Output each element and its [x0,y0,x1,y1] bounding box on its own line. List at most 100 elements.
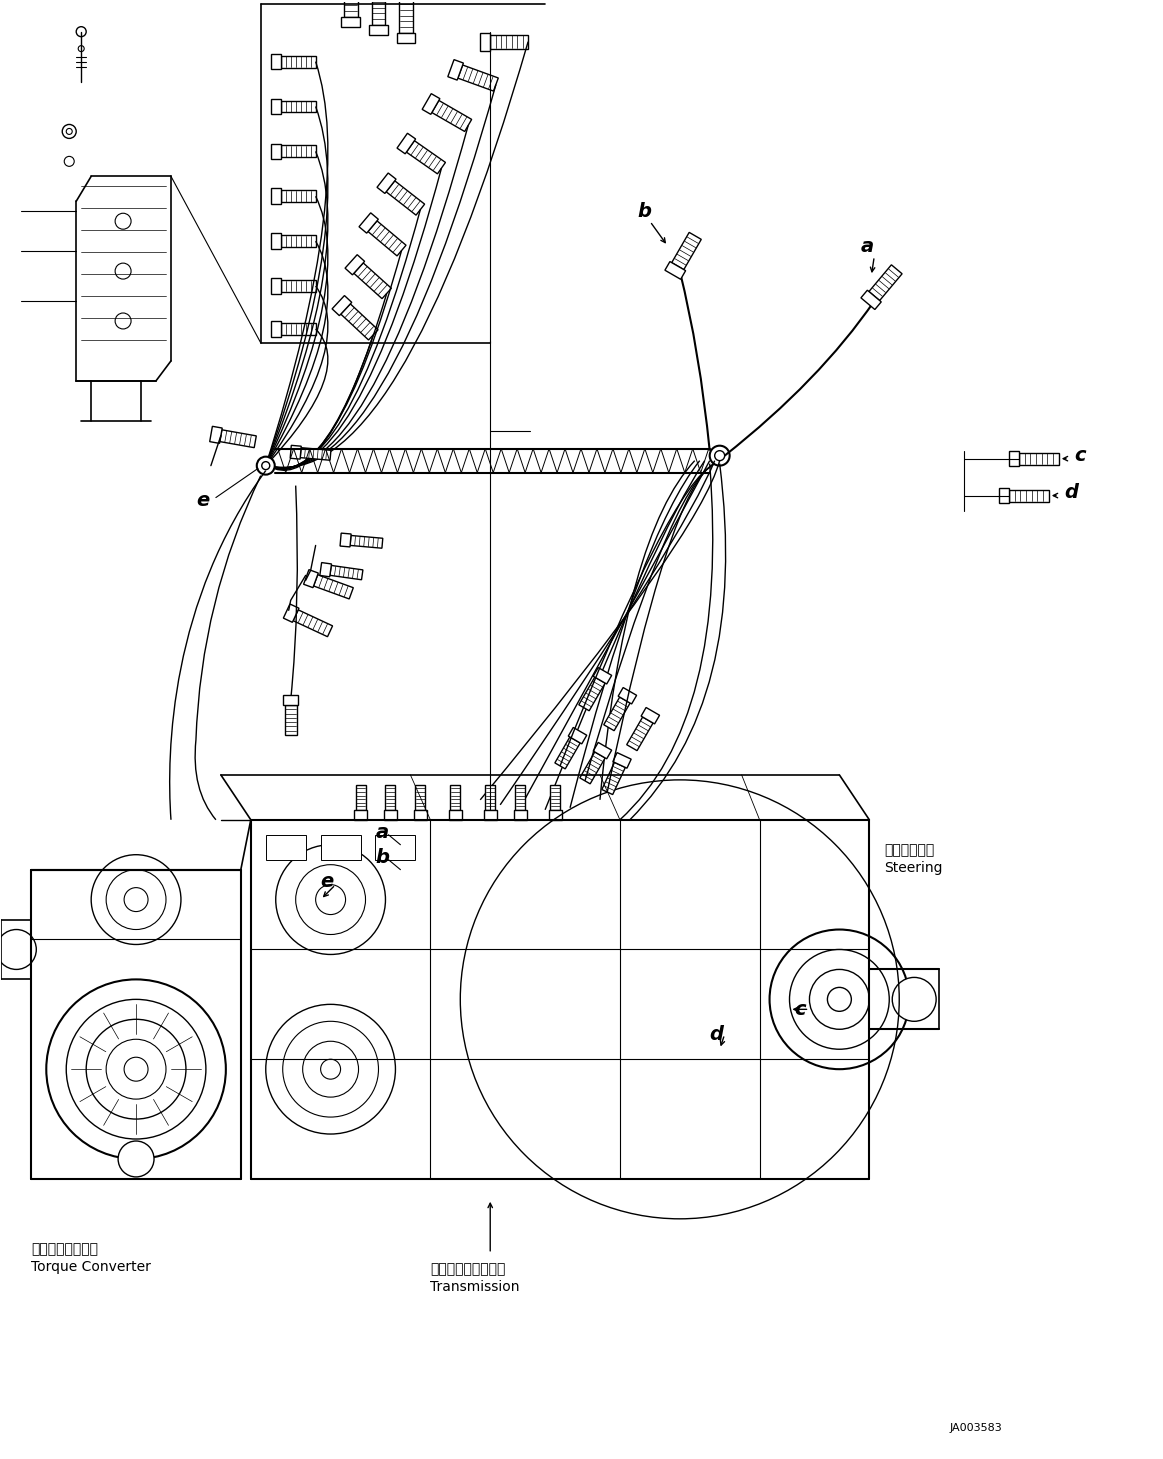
Polygon shape [370,25,387,35]
Circle shape [119,1141,154,1177]
Polygon shape [550,785,561,810]
Bar [321,835,361,859]
Polygon shape [431,101,472,131]
Circle shape [262,461,270,470]
Polygon shape [345,255,365,274]
Polygon shape [342,16,359,26]
Polygon shape [399,0,413,32]
Polygon shape [549,810,562,820]
Polygon shape [1009,451,1019,467]
Polygon shape [484,810,497,820]
Bar [266,835,306,859]
Polygon shape [291,445,301,460]
Text: d: d [1064,483,1078,502]
Polygon shape [665,261,686,279]
Polygon shape [284,604,299,623]
Polygon shape [619,687,636,703]
Polygon shape [280,146,315,158]
Circle shape [115,213,131,229]
Circle shape [321,1059,341,1080]
Polygon shape [280,101,315,112]
Polygon shape [458,66,498,90]
Text: a: a [376,823,388,842]
Circle shape [809,969,869,1029]
Polygon shape [280,190,315,203]
Polygon shape [293,610,333,636]
Polygon shape [450,785,461,810]
Text: トルクコンバータ: トルクコンバータ [31,1242,99,1256]
Circle shape [266,1004,395,1134]
Polygon shape [271,54,280,70]
Polygon shape [314,575,354,600]
Circle shape [66,999,206,1139]
Circle shape [106,1039,166,1099]
Polygon shape [593,668,612,684]
Circle shape [770,929,909,1069]
Circle shape [302,1042,358,1097]
Circle shape [124,1058,148,1081]
Polygon shape [304,569,319,588]
Text: ステアリング: ステアリング [884,843,935,856]
Circle shape [106,870,166,929]
Text: b: b [376,848,390,867]
Polygon shape [422,93,440,114]
Polygon shape [869,264,902,301]
Polygon shape [271,233,280,249]
Polygon shape [449,810,462,820]
Polygon shape [397,133,415,153]
Circle shape [790,950,890,1049]
Polygon shape [283,694,299,705]
Polygon shape [448,60,463,80]
Polygon shape [377,174,397,194]
Circle shape [78,45,84,51]
Polygon shape [601,763,626,795]
Polygon shape [414,810,427,820]
Polygon shape [271,143,280,159]
Circle shape [276,845,385,954]
Text: c: c [1073,446,1085,465]
Polygon shape [514,810,527,820]
Polygon shape [354,263,392,299]
Polygon shape [340,533,351,547]
Circle shape [715,451,725,461]
Text: JA003583: JA003583 [949,1424,1001,1433]
Polygon shape [672,232,701,270]
Polygon shape [320,563,331,576]
Polygon shape [333,296,351,315]
Circle shape [66,128,72,134]
Polygon shape [220,430,256,448]
Circle shape [257,457,274,474]
Polygon shape [515,785,526,810]
Circle shape [64,156,74,166]
Polygon shape [398,32,415,42]
Circle shape [315,884,345,915]
Text: Torque Converter: Torque Converter [31,1259,151,1274]
Polygon shape [359,213,378,233]
Polygon shape [1009,490,1049,502]
Polygon shape [593,743,612,759]
Polygon shape [330,566,363,579]
Polygon shape [350,535,383,549]
Circle shape [47,979,226,1158]
Polygon shape [368,220,406,255]
Polygon shape [406,140,445,174]
Polygon shape [485,785,495,810]
Polygon shape [271,188,280,204]
Polygon shape [271,321,280,337]
Polygon shape [341,303,378,340]
Polygon shape [285,705,297,735]
Circle shape [709,445,729,465]
Polygon shape [280,55,315,67]
Polygon shape [271,99,280,114]
Polygon shape [354,810,368,820]
Text: a: a [861,236,873,255]
Circle shape [91,855,181,944]
Text: Transmission: Transmission [430,1280,520,1294]
Polygon shape [641,708,659,724]
Text: c: c [794,999,806,1018]
Polygon shape [627,716,654,751]
Bar [376,835,415,859]
Polygon shape [491,35,528,48]
Polygon shape [1019,452,1058,464]
Polygon shape [415,785,426,810]
